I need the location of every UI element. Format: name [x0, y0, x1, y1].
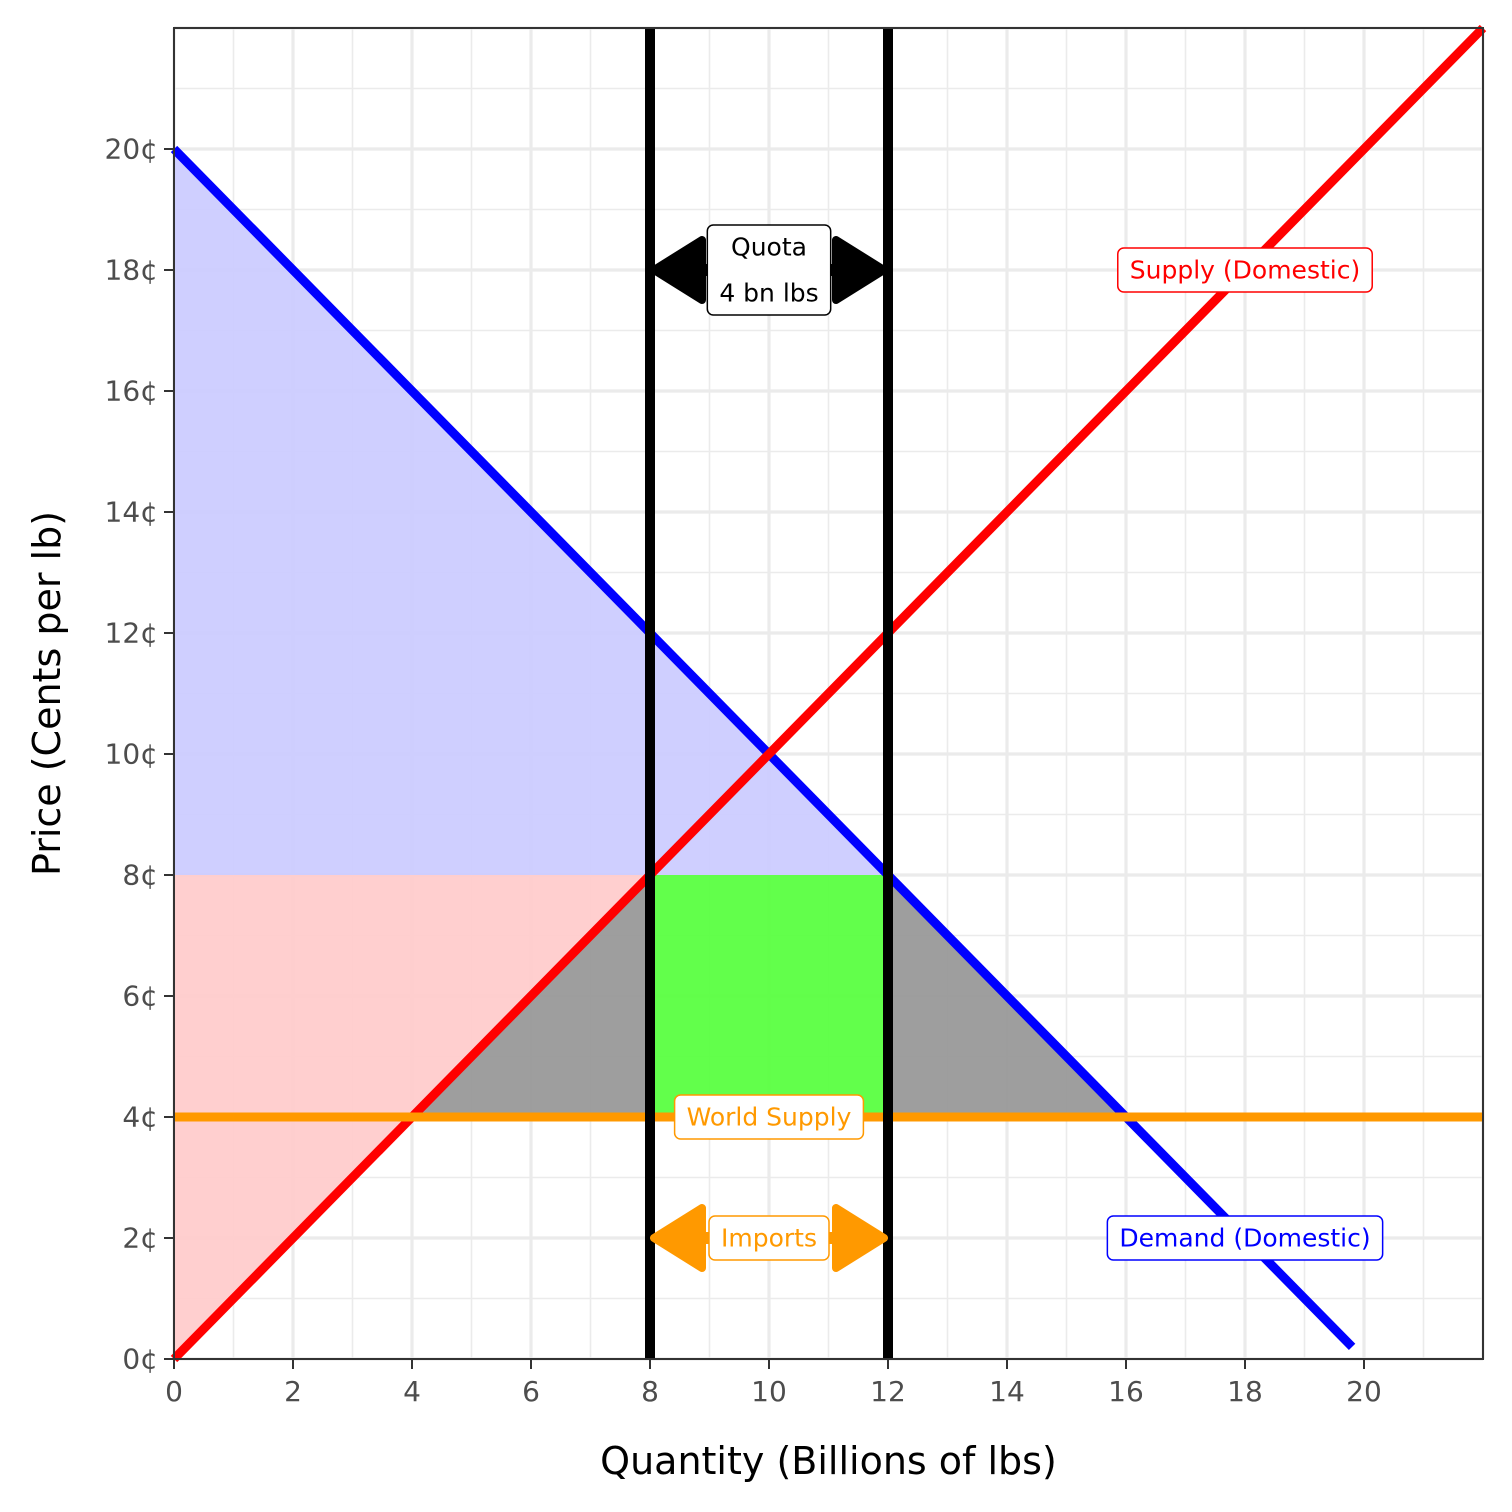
y-tick-label: 18¢	[105, 254, 158, 287]
x-tick-label: 4	[403, 1375, 421, 1408]
annotation-text: Supply (Domestic)	[1130, 256, 1360, 285]
y-tick-label: 16¢	[105, 375, 158, 408]
arrow-head	[832, 236, 888, 304]
annotation-text: World Supply	[687, 1103, 852, 1132]
annotation-text: Quota	[731, 233, 807, 262]
x-tick-label: 20	[1346, 1375, 1382, 1408]
x-tick-label: 18	[1227, 1375, 1263, 1408]
arrow-head	[650, 1204, 706, 1272]
x-tick-label: 0	[165, 1375, 183, 1408]
y-tick-label: 8¢	[122, 859, 158, 892]
annotation-text: Imports	[721, 1224, 817, 1253]
x-tick-label: 12	[870, 1375, 906, 1408]
annotation-box	[673, 1094, 865, 1140]
annotation-label: Demand (Domestic)	[1106, 1215, 1384, 1261]
annotations: Quota 4 bn lbs Imports World Supply Supply (…	[650, 224, 1384, 1272]
annotation-box	[706, 224, 832, 316]
annotation-box	[708, 1215, 830, 1261]
panel-border	[173, 27, 1484, 1360]
arrow-head	[832, 1204, 888, 1272]
axes: 0 2 4 6 8 10 12 14 16 18 20 0¢ 2¢ 4¢ 6¢ 8¢ 10¢ 12¢ 14¢ 16¢ 1…	[105, 27, 1484, 1408]
x-tick-label: 2	[284, 1375, 302, 1408]
annotation-label: Imports	[708, 1215, 830, 1261]
annotation-label: Supply (Domestic)	[1117, 247, 1373, 293]
y-tick-label: 14¢	[105, 496, 158, 529]
annotation-box	[1106, 1215, 1384, 1261]
y-tick-label: 4¢	[122, 1101, 158, 1134]
x-tick-label: 16	[1108, 1375, 1144, 1408]
x-tick-label: 14	[989, 1375, 1025, 1408]
annotation-box	[1117, 247, 1373, 293]
x-tick-label: 8	[641, 1375, 659, 1408]
shaded-region	[650, 875, 888, 1117]
y-tick-label: 10¢	[105, 738, 158, 771]
x-axis-title: Quantity (Billions of lbs)	[600, 1439, 1057, 1483]
annotation-label: World Supply	[673, 1094, 865, 1140]
y-tick-label: 20¢	[105, 133, 158, 166]
y-axis-title: Price (Cents per lb)	[25, 511, 69, 876]
y-tick-label: 6¢	[122, 980, 158, 1013]
arrow-head	[650, 236, 706, 304]
x-tick-label: 10	[751, 1375, 787, 1408]
y-tick-label: 2¢	[122, 1222, 158, 1255]
y-tick-label: 12¢	[105, 617, 158, 650]
annotation-label: Quota 4 bn lbs	[706, 224, 832, 316]
annotation-text: 4 bn lbs	[719, 279, 818, 308]
annotation-text: Demand (Domestic)	[1119, 1224, 1370, 1253]
x-tick-label: 6	[522, 1375, 540, 1408]
y-tick-label: 0¢	[122, 1343, 158, 1376]
series-line	[170, 145, 1356, 1351]
quota-lines	[645, 28, 893, 1359]
